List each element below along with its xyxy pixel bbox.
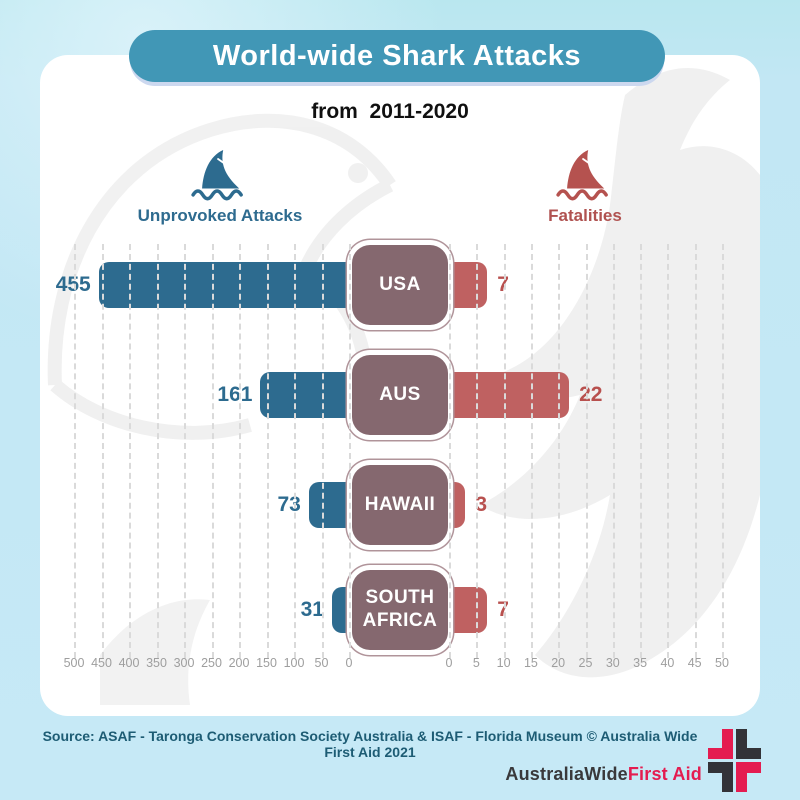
legend-label-fatalities: Fatalities [548,206,622,225]
category-label-box: USA [352,245,448,325]
attacks-value: 31 [300,598,324,621]
attacks-axis-gridline [239,244,241,658]
attacks-axis-tick-label: 0 [345,656,353,670]
fatalities-axis-tick-label: 10 [496,656,511,670]
legend-fatalities: Fatalities [505,146,665,226]
subtitle: from 2011-2020 [311,100,469,123]
attacks-axis-tick-label: 150 [256,656,277,670]
fatalities-axis-gridline [667,244,670,658]
fatalities-axis-gridline [722,244,724,658]
shark-watermark [47,68,760,705]
fatalities-axis-gridline [558,244,561,658]
attacks-axis-gridline [101,244,104,658]
fatalities-value: 7 [497,598,509,621]
attacks-axis-tick-label: 250 [201,656,222,670]
logo-corner-bottom-right [736,762,761,792]
fatalities-axis-gridline [476,244,479,658]
attacks-axis-gridline [349,244,351,658]
fatalities-axis-tick-label: 50 [715,656,729,670]
fatalities-axis-gridline [612,244,615,658]
category-label-box: SOUTH AFRICA [352,570,448,650]
attacks-axis-gridline [184,244,186,658]
fatalities-axis-gridline [640,244,643,658]
fatalities-axis-tick-label: 20 [551,656,566,670]
attacks-value: 161 [217,383,253,406]
fatalities-axis-gridline [530,244,533,658]
brand-wordmark: AustraliaWideFirst Aid [470,764,702,785]
fatalities-axis-tick-label: 25 [578,656,593,670]
fatalities-value: 22 [579,383,603,406]
attacks-axis-gridline [321,244,324,658]
attacks-axis-tick-label: 300 [173,656,195,670]
attacks-axis-gridline [74,244,76,658]
logo-corner-top-left [708,729,733,759]
brand-suffix: First Aid [627,764,702,784]
page-title: World-wide Shark Attacks [212,39,582,72]
fatalities-axis-tick-label: 35 [633,656,648,670]
attacks-axis-gridline [294,244,296,658]
fatalities-axis-gridline [694,244,697,658]
attacks-axis-gridline [266,244,269,658]
attacks-axis-gridline [129,244,131,658]
fatalities-axis-tick-label: 40 [660,656,675,670]
attacks-axis-tick-label: 50 [314,656,329,670]
attacks-axis-tick-label: 350 [146,656,167,670]
attacks-axis-tick-label: 200 [228,656,250,670]
source-attribution: Source: ASAF - Taronga Conservation Soci… [42,728,698,760]
fatalities-value: 7 [497,273,509,296]
category-label-box: AUS [352,355,448,435]
logo-corner-top-right [736,729,761,759]
fatalities-axis-tick-label: 0 [445,656,453,670]
attacks-axis-tick-label: 400 [118,656,140,670]
fatalities-axis-tick-label: 15 [523,656,538,670]
fatalities-axis-tick-label: 30 [605,656,620,670]
fatalities-value: 3 [475,493,488,516]
fatalities-axis-tick-label: 45 [687,656,702,670]
logo-corner-bottom-left [708,762,733,792]
attacks-axis-tick-label: 500 [63,656,85,670]
category-label-box: HAWAII [352,465,448,545]
attacks-axis-tick-label: 100 [283,656,305,670]
fatalities-axis-gridline [503,244,506,658]
blue-shark-fin-icon [191,150,243,201]
fatalities-axis-gridline [585,244,588,658]
attacks-axis-gridline [156,244,159,658]
attacks-axis-tick-label: 450 [91,656,112,670]
first-aid-cross-logo-icon [708,729,761,792]
legend-unprovoked-attacks: Unprovoked Attacks [120,146,320,226]
fatalities-axis-gridline [449,244,451,658]
red-shark-fin-icon [556,150,608,201]
brand-name: AustraliaWide [505,764,628,784]
fatalities-axis-tick-label: 5 [472,656,480,670]
attacks-axis-gridline [211,244,214,658]
legend-label-attacks: Unprovoked Attacks [137,206,303,225]
attacks-value: 455 [55,273,91,296]
title-banner: World-wide Shark Attacks [129,30,665,82]
